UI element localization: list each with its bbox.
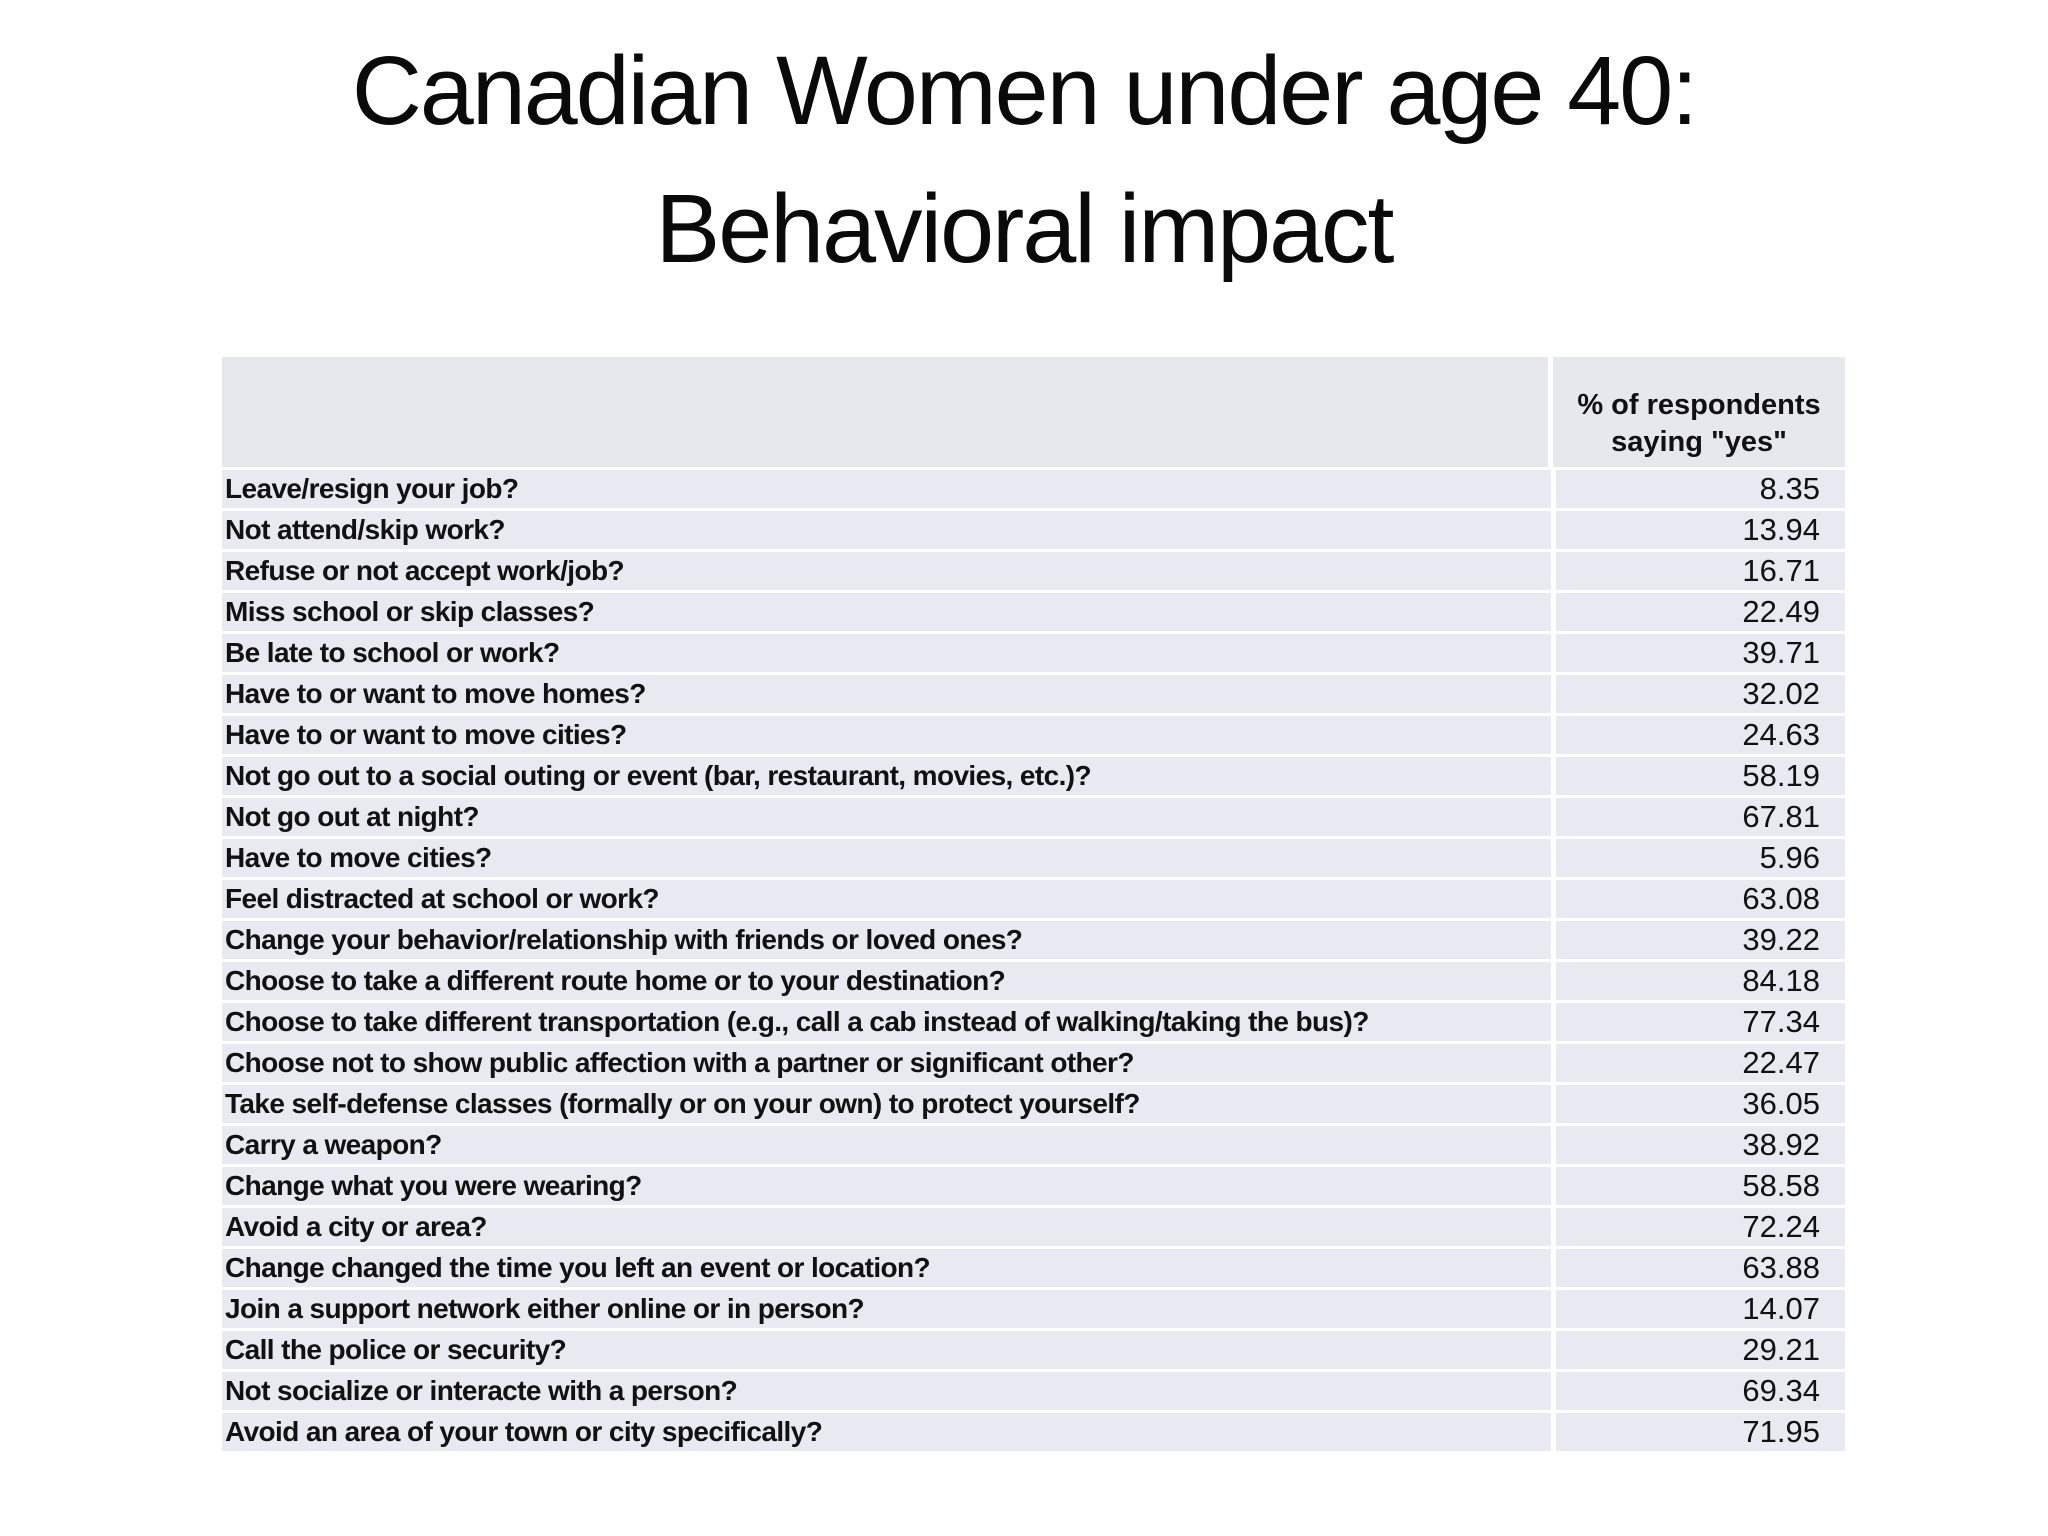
question-cell: Have to or want to move homes? xyxy=(222,675,1551,713)
table-row: Choose not to show public affection with… xyxy=(222,1044,1845,1082)
value-cell: 77.34 xyxy=(1556,1003,1845,1041)
header-value-cell: % of respondents saying "yes" xyxy=(1553,357,1845,467)
table-row: Refuse or not accept work/job? 16.71 xyxy=(222,552,1845,590)
question-cell: Change your behavior/relationship with f… xyxy=(222,921,1551,959)
table-row: Take self-defense classes (formally or o… xyxy=(222,1085,1845,1123)
value-cell: 22.49 xyxy=(1556,593,1845,631)
question-cell: Have to move cities? xyxy=(222,839,1551,877)
question-cell: Leave/resign your job? xyxy=(222,470,1551,508)
table-body: Leave/resign your job? 8.35 Not attend/ski… xyxy=(222,470,1845,1451)
question-cell: Choose to take a different route home or… xyxy=(222,962,1551,1000)
table-row: Not go out to a social outing or event (… xyxy=(222,757,1845,795)
question-cell: Choose not to show public affection with… xyxy=(222,1044,1551,1082)
table-row: Call the police or security? 29.21 xyxy=(222,1331,1845,1369)
page-title-line2: Behavioral impact xyxy=(655,173,1395,283)
question-cell: Have to or want to move cities? xyxy=(222,716,1551,754)
question-cell: Refuse or not accept work/job? xyxy=(222,552,1551,590)
question-cell: Not attend/skip work? xyxy=(222,511,1551,549)
table-row: Leave/resign your job? 8.35 xyxy=(222,470,1845,508)
table-row: Not go out at night? 67.81 xyxy=(222,798,1845,836)
table-row: Choose to take a different route home or… xyxy=(222,962,1845,1000)
value-cell: 63.08 xyxy=(1556,880,1845,918)
value-cell: 29.21 xyxy=(1556,1331,1845,1369)
value-cell: 8.35 xyxy=(1556,470,1845,508)
value-cell: 13.94 xyxy=(1556,511,1845,549)
table-row: Choose to take different transportation … xyxy=(222,1003,1845,1041)
value-cell: 5.96 xyxy=(1556,839,1845,877)
value-cell: 69.34 xyxy=(1556,1372,1845,1410)
value-cell: 67.81 xyxy=(1556,798,1845,836)
value-cell: 16.71 xyxy=(1556,552,1845,590)
value-cell: 24.63 xyxy=(1556,716,1845,754)
value-cell: 58.19 xyxy=(1556,757,1845,795)
question-cell: Join a support network either online or … xyxy=(222,1290,1551,1328)
question-cell: Miss school or skip classes? xyxy=(222,593,1551,631)
table-row: Avoid a city or area? 72.24 xyxy=(222,1208,1845,1246)
value-cell: 39.71 xyxy=(1556,634,1845,672)
page-title-line1: Canadian Women under age 40: xyxy=(351,36,1698,145)
question-cell: Feel distracted at school or work? xyxy=(222,880,1551,918)
table-row: Be late to school or work? 39.71 xyxy=(222,634,1845,672)
header-question-cell xyxy=(222,357,1548,467)
question-cell: Not socialize or interacte with a person… xyxy=(222,1372,1551,1410)
value-cell: 63.88 xyxy=(1556,1249,1845,1287)
page-title: Canadian Women under age 40: Behavioral … xyxy=(0,22,2048,297)
value-cell: 58.58 xyxy=(1556,1167,1845,1205)
question-cell: Change what you were wearing? xyxy=(222,1167,1551,1205)
table-row: Not attend/skip work? 13.94 xyxy=(222,511,1845,549)
table-row: Have to move cities? 5.96 xyxy=(222,839,1845,877)
value-cell: 72.24 xyxy=(1556,1208,1845,1246)
table-row: Miss school or skip classes? 22.49 xyxy=(222,593,1845,631)
value-cell: 22.47 xyxy=(1556,1044,1845,1082)
question-cell: Call the police or security? xyxy=(222,1331,1551,1369)
value-cell: 38.92 xyxy=(1556,1126,1845,1164)
question-cell: Change changed the time you left an even… xyxy=(222,1249,1551,1287)
table-row: Feel distracted at school or work? 63.08 xyxy=(222,880,1845,918)
table-row: Avoid an area of your town or city speci… xyxy=(222,1413,1845,1451)
question-cell: Not go out at night? xyxy=(222,798,1551,836)
table-row: Not socialize or interacte with a person… xyxy=(222,1372,1845,1410)
value-cell: 32.02 xyxy=(1556,675,1845,713)
table-row: Have to or want to move homes? 32.02 xyxy=(222,675,1845,713)
value-cell: 71.95 xyxy=(1556,1413,1845,1451)
value-cell: 36.05 xyxy=(1556,1085,1845,1123)
table-row: Have to or want to move cities? 24.63 xyxy=(222,716,1845,754)
question-cell: Be late to school or work? xyxy=(222,634,1551,672)
table-row: Change your behavior/relationship with f… xyxy=(222,921,1845,959)
table-row: Change what you were wearing? 58.58 xyxy=(222,1167,1845,1205)
table-row: Carry a weapon? 38.92 xyxy=(222,1126,1845,1164)
table-row: Join a support network either online or … xyxy=(222,1290,1845,1328)
question-cell: Not go out to a social outing or event (… xyxy=(222,757,1551,795)
question-cell: Avoid an area of your town or city speci… xyxy=(222,1413,1551,1451)
value-cell: 84.18 xyxy=(1556,962,1845,1000)
table-header-row: % of respondents saying "yes" xyxy=(222,357,1845,467)
value-cell: 39.22 xyxy=(1556,921,1845,959)
question-cell: Avoid a city or area? xyxy=(222,1208,1551,1246)
question-cell: Carry a weapon? xyxy=(222,1126,1551,1164)
table-row: Change changed the time you left an even… xyxy=(222,1249,1845,1287)
data-table: % of respondents saying "yes" Leave/resi… xyxy=(222,357,1845,1451)
question-cell: Choose to take different transportation … xyxy=(222,1003,1551,1041)
value-cell: 14.07 xyxy=(1556,1290,1845,1328)
question-cell: Take self-defense classes (formally or o… xyxy=(222,1085,1551,1123)
